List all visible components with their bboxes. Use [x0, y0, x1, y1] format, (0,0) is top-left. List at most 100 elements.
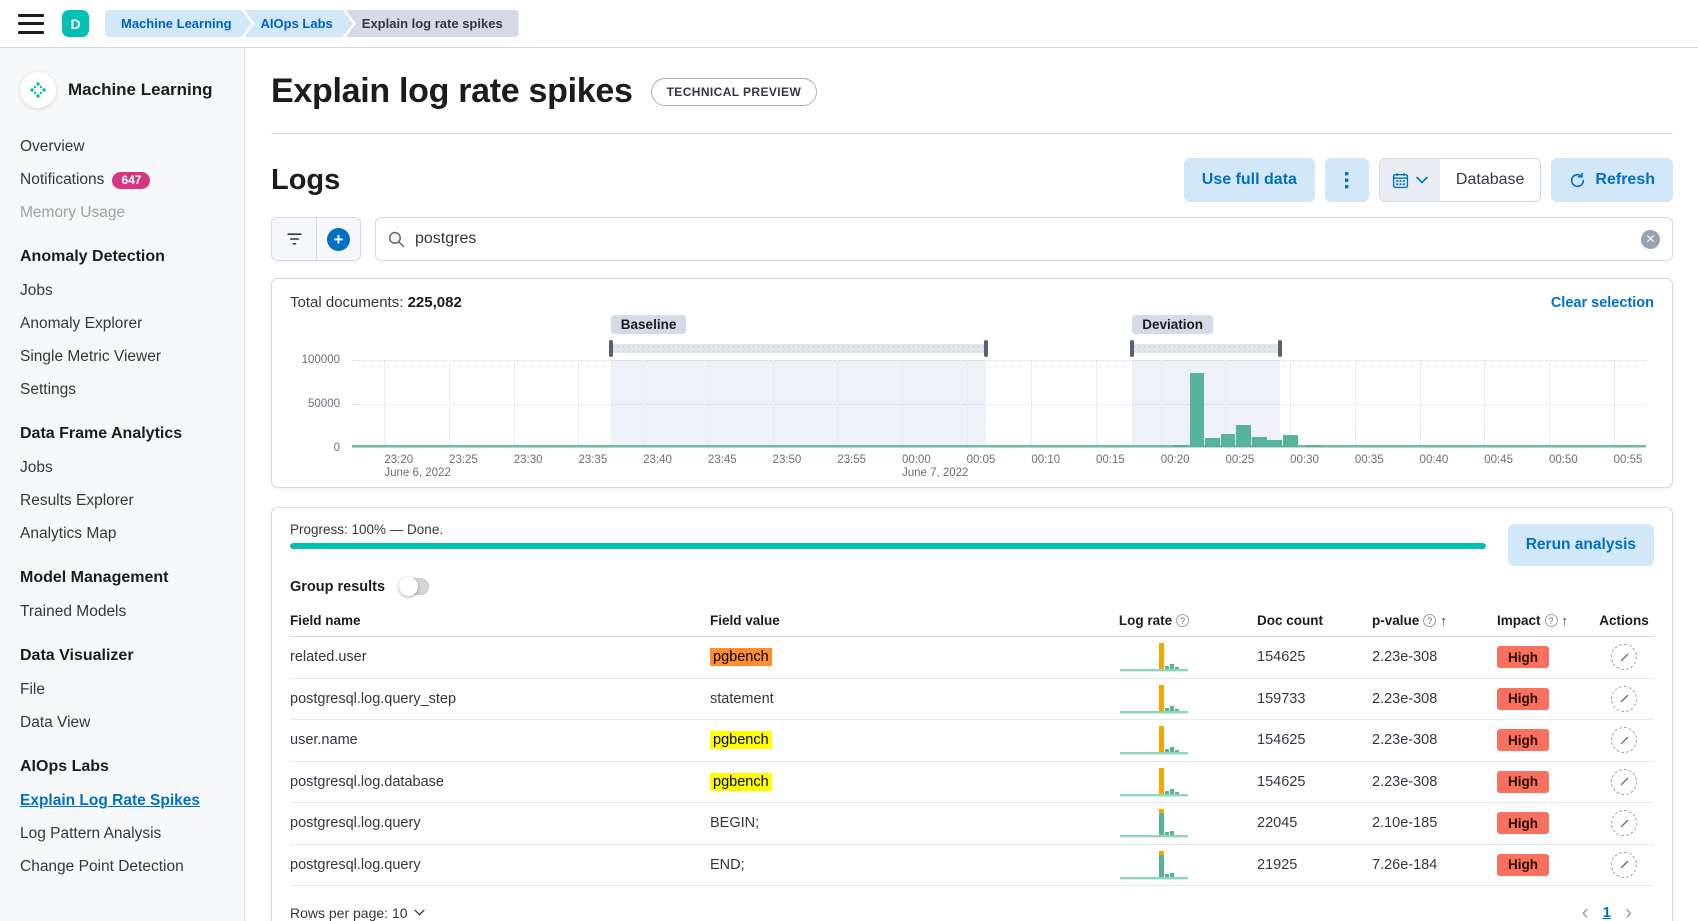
cell-field-name: postgresql.log.query_step	[290, 690, 457, 707]
breadcrumb-current-page: Explain log rate spikes	[345, 10, 519, 37]
table-row: postgresql.log.query END; 21925 7.26e-18…	[290, 845, 1654, 886]
info-icon[interactable]: ?	[1544, 614, 1558, 627]
brush-handle[interactable]	[984, 340, 989, 357]
row-action-button[interactable]	[1611, 851, 1637, 878]
table-row: postgresql.log.query BEGIN; 22045 2.10e-…	[290, 803, 1654, 845]
x-gridline	[513, 360, 515, 447]
options-kebab-button[interactable]	[1324, 158, 1369, 202]
sidebar-item-single-metric-viewer[interactable]: Single Metric Viewer	[20, 348, 161, 365]
sidebar-item-overview[interactable]: Overview	[20, 138, 85, 155]
sidebar-item-anomaly-explorer[interactable]: Anomaly Explorer	[20, 315, 143, 332]
x-gridline	[772, 360, 774, 447]
x-gridline	[578, 360, 580, 447]
x-tick-label: 23:20 June 6, 2022	[384, 454, 451, 479]
cell-p-value: 7.26e-184	[1372, 856, 1438, 873]
col-p-value[interactable]: p-value? ↑	[1372, 613, 1447, 628]
histogram-bar	[1205, 438, 1220, 447]
col-field-name[interactable]: Field name	[290, 613, 361, 628]
histogram-bar	[1236, 425, 1251, 447]
sidebar-item-results-explorer[interactable]: Results Explorer	[20, 492, 134, 509]
add-filter-button[interactable]: +	[316, 218, 360, 260]
breadcrumb-aiops-labs[interactable]: AIOps Labs	[245, 10, 353, 37]
histogram-bar	[1306, 445, 1321, 447]
histogram-plot-area[interactable]	[352, 360, 1646, 448]
baseline-brush[interactable]	[608, 340, 989, 357]
sidebar-item-file[interactable]: File	[20, 681, 45, 698]
sidebar-item-memory-usage: Memory Usage	[20, 204, 126, 221]
rerun-analysis-button[interactable]: Rerun analysis	[1507, 524, 1654, 566]
cell-field-name: user.name	[290, 732, 358, 749]
time-range-label[interactable]: Database	[1455, 171, 1525, 188]
refresh-button[interactable]: Refresh	[1551, 158, 1673, 202]
x-tick-label: 00:00 June 7, 2022	[901, 454, 969, 479]
row-action-button[interactable]	[1611, 727, 1637, 754]
rows-per-page-selector[interactable]: Rows per page: 10	[290, 905, 1582, 921]
time-range-picker[interactable]: Database	[1378, 158, 1542, 202]
col-impact[interactable]: Impact? ↑	[1497, 613, 1569, 628]
breadcrumb-machine-learning[interactable]: Machine Learning	[105, 10, 252, 37]
sidebar-item-data-view[interactable]: Data View	[20, 714, 91, 731]
x-tick-label: 23:50	[772, 454, 802, 466]
row-action-button[interactable]	[1611, 644, 1637, 671]
sidebar-item-settings[interactable]: Settings	[20, 381, 77, 398]
x-gridline	[837, 360, 839, 447]
cell-doc-count: 159733	[1257, 690, 1306, 707]
plus-icon: +	[327, 227, 350, 251]
sidebar-heading-data-visualizer: Data Visualizer	[20, 647, 134, 664]
info-icon[interactable]: ?	[1423, 614, 1437, 627]
cell-p-value: 2.23e-308	[1372, 690, 1438, 707]
search-bar[interactable]: ✕	[375, 217, 1673, 261]
histogram-bar	[1251, 436, 1267, 447]
brush-handle[interactable]	[608, 340, 613, 357]
x-gridline	[1354, 360, 1356, 447]
row-action-button[interactable]	[1611, 685, 1637, 712]
sidebar-heading-model-management: Model Management	[20, 569, 169, 586]
search-input[interactable]	[415, 230, 1631, 248]
sidebar-item-analytics-map[interactable]: Analytics Map	[20, 525, 117, 542]
time-range-calendar-segment[interactable]	[1379, 159, 1440, 201]
sidebar-item-trained-models[interactable]: Trained Models	[20, 603, 127, 620]
sidebar-item-ad-jobs[interactable]: Jobs	[20, 282, 53, 299]
previous-page-button[interactable]: ‹	[1581, 901, 1589, 921]
group-results-toggle[interactable]	[399, 577, 430, 596]
cell-field-name: postgresql.log.query	[290, 815, 421, 832]
filter-toggle-button[interactable]	[272, 218, 316, 260]
pagination: ‹ 1 ›	[1582, 902, 1654, 921]
title-divider	[271, 133, 1673, 134]
sidebar-item-notifications[interactable]: Notifications 647	[20, 171, 224, 189]
deviation-brush[interactable]	[1130, 340, 1282, 357]
use-full-data-button[interactable]: Use full data	[1183, 158, 1315, 202]
brush-handle[interactable]	[1130, 340, 1135, 357]
user-avatar[interactable]: D	[62, 10, 89, 37]
brush-handle[interactable]	[1277, 340, 1282, 357]
impact-badge: High	[1497, 687, 1549, 710]
row-action-button[interactable]	[1611, 810, 1637, 837]
brush-row	[352, 340, 1646, 357]
clear-selection-link[interactable]: Clear selection	[1550, 294, 1654, 311]
sidebar-item-change-point-detection[interactable]: Change Point Detection	[20, 858, 184, 875]
x-gridline	[449, 360, 451, 447]
sidebar-item-explain-log-rate-spikes[interactable]: Explain Log Rate Spikes	[20, 792, 201, 809]
filter-icon	[286, 233, 302, 245]
total-documents-label: Total documents: 225,082	[290, 294, 462, 311]
chevron-down-icon	[414, 909, 425, 916]
histogram-bar	[1282, 434, 1298, 447]
col-doc-count[interactable]: Doc count	[1257, 613, 1323, 628]
x-tick-label: 00:55	[1613, 454, 1643, 466]
x-gridline	[384, 360, 386, 447]
cell-field-value: END;	[710, 856, 745, 873]
col-log-rate[interactable]: Log rate?	[1069, 613, 1239, 628]
menu-hamburger-icon[interactable]	[18, 13, 44, 34]
sidebar-item-dfa-jobs[interactable]: Jobs	[20, 459, 53, 476]
results-table: Field name Field value Log rate? Doc cou…	[290, 605, 1654, 886]
clear-search-icon[interactable]: ✕	[1641, 229, 1660, 249]
info-icon[interactable]: ?	[1176, 614, 1190, 627]
sidebar-item-log-pattern-analysis[interactable]: Log Pattern Analysis	[20, 825, 162, 842]
next-page-button[interactable]: ›	[1625, 901, 1632, 921]
x-tick-label: 23:35	[578, 454, 608, 466]
x-tick-label: 00:45	[1484, 454, 1514, 466]
row-action-button[interactable]	[1611, 768, 1637, 795]
col-field-value[interactable]: Field value	[710, 613, 780, 628]
total-documents-value: 225,082	[407, 294, 462, 311]
page-number-1[interactable]: 1	[1602, 904, 1611, 921]
